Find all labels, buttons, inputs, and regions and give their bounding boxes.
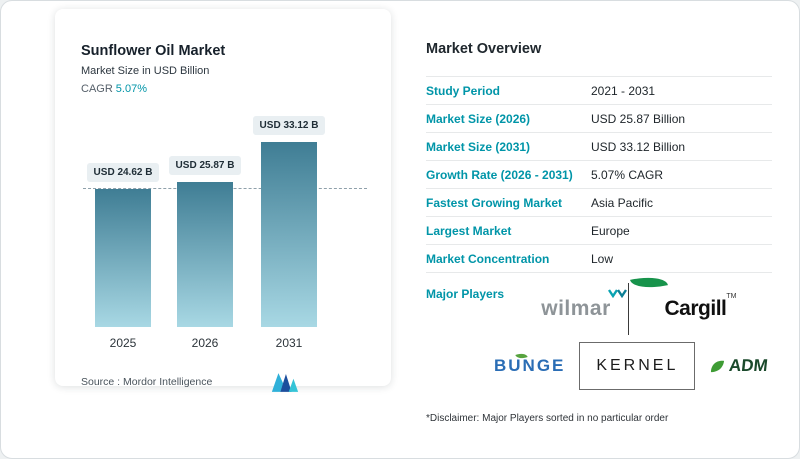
adm-leaf-icon [711, 360, 725, 372]
major-players-row: Major Players wilmar Cargill TM [426, 272, 772, 397]
chart-cagr: CAGR 5.07% [81, 83, 369, 95]
overview-row-value: USD 33.12 Billion [591, 139, 686, 154]
overview-row: Growth Rate (2026 - 2031) 5.07% CAGR [426, 161, 772, 189]
bar [177, 182, 233, 327]
overview-row: Market Size (2026) USD 25.87 Billion [426, 105, 772, 133]
overview-row-value: Asia Pacific [591, 195, 654, 210]
overview-row-label: Study Period [426, 83, 501, 98]
overview-row-label: Growth Rate (2026 - 2031) [426, 167, 573, 182]
bunge-logo: BUNGE [494, 351, 566, 376]
overview-row-label: Market Concentration [426, 251, 550, 266]
overview-table: Study Period 2021 - 2031 Market Size (2026… [426, 76, 772, 273]
bar-value-label: USD 24.62 B [86, 163, 160, 183]
overview-row-value: Europe [591, 223, 630, 238]
adm-logo: ADM [709, 356, 770, 376]
cagr-label: CAGR [81, 83, 113, 95]
cargill-leaf-icon [630, 272, 668, 293]
x-axis-label: 2025 [109, 336, 137, 350]
bar-group: USD 25.87 B [168, 156, 242, 327]
major-players-logos: wilmar Cargill TM BUNGE KERNEL [494, 272, 772, 397]
bar [95, 189, 151, 327]
wilmar-w-icon [608, 289, 627, 298]
cargill-logo: Cargill TM [628, 272, 772, 335]
wilmar-logo-text: wilmar [541, 297, 611, 320]
chart-card: Sunflower Oil Market Market Size in USD … [55, 9, 391, 392]
chart-title: Sunflower Oil Market [81, 43, 226, 59]
bar-group: USD 33.12 B [252, 115, 326, 327]
overview-row-label: Market Size (2026) [426, 111, 531, 126]
kernel-logo-text: KERNEL [596, 357, 679, 374]
major-players-label: Major Players [426, 287, 505, 301]
mordor-intelligence-logo-icon [272, 373, 299, 392]
cargill-logo-text: Cargill [664, 297, 727, 320]
overview-row: Fastest Growing Market Asia Pacific [426, 189, 772, 217]
overview-row-value: Low [591, 251, 614, 266]
logo-row-bottom: BUNGE KERNEL ADM [494, 335, 772, 397]
overview-row: Study Period 2021 - 2031 [426, 77, 772, 105]
wilmar-logo: wilmar [524, 289, 628, 321]
bar [261, 141, 317, 327]
kernel-logo: KERNEL [579, 342, 696, 390]
overview-row: Market Size (2031) USD 33.12 Billion [426, 133, 772, 161]
source-row: Source : Mordor Intelligence [81, 371, 369, 392]
overview-row-value: USD 25.87 Billion [591, 111, 686, 126]
overview-row-label: Largest Market [426, 223, 512, 238]
x-axis-label: 2031 [275, 336, 303, 350]
bunge-logo-text: BUNGE [494, 356, 566, 375]
overview-row: Largest Market Europe [426, 217, 772, 245]
x-axis-labels: 2025 2026 2031 [81, 336, 369, 354]
bar-value-label: USD 33.12 B [252, 115, 326, 135]
bar-chart-plot: USD 24.62 B USD 25.87 B USD 33.12 B [81, 109, 369, 327]
adm-logo-text: ADM [728, 356, 770, 375]
overview-row-value: 2021 - 2031 [591, 83, 656, 98]
bar-group: USD 24.62 B [86, 163, 160, 327]
bar-value-label: USD 25.87 B [168, 156, 242, 176]
cagr-value: 5.07% [115, 83, 147, 95]
disclaimer-text: *Disclaimer: Major Players sorted in no … [426, 413, 669, 424]
x-axis-label: 2026 [191, 336, 219, 350]
overview-row-label: Fastest Growing Market [426, 195, 563, 210]
overview-row: Market Concentration Low [426, 245, 772, 273]
market-overview-panel: Market Overview Study Period 2021 - 2031 M… [426, 41, 772, 424]
cargill-trademark: TM [726, 293, 737, 300]
source-text: Source : Mordor Intelligence [81, 375, 213, 388]
overview-row-value: 5.07% CAGR [591, 167, 664, 182]
overview-title: Market Overview [426, 41, 542, 57]
logo-row-top: wilmar Cargill TM [524, 272, 772, 335]
chart-subtitle: Market Size in USD Billion [81, 65, 210, 77]
overview-row-label: Market Size (2031) [426, 139, 531, 154]
